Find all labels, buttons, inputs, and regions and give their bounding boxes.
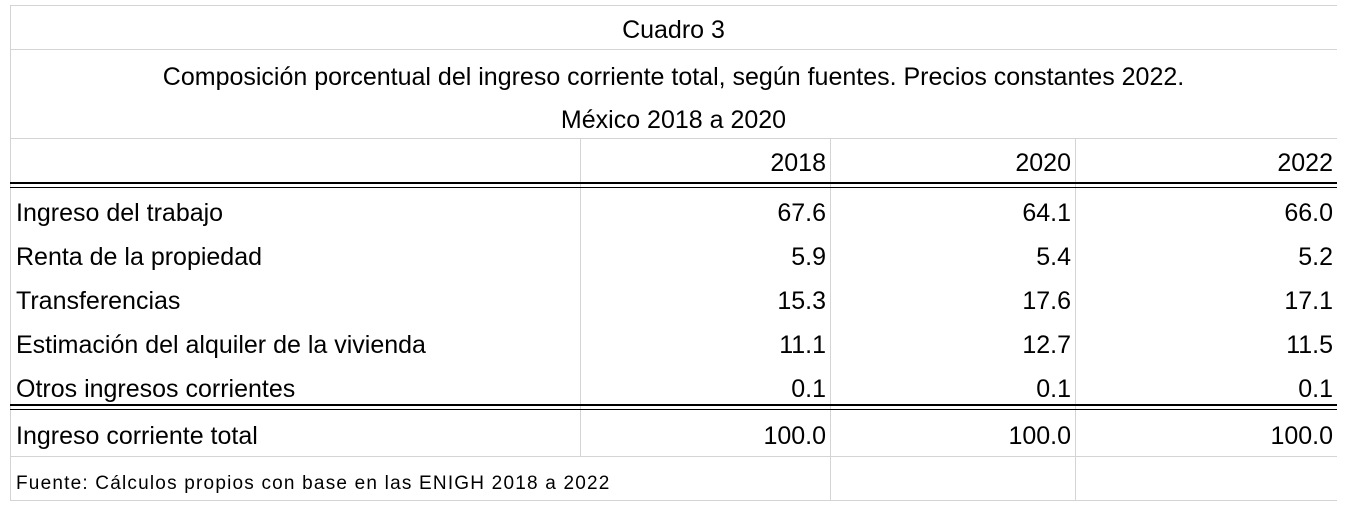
table-subtitle: México 2018 a 2020 [560,106,787,134]
value-cell: 0.1 [1036,375,1071,403]
value-cell: 5.9 [791,243,826,271]
row-label: Ingreso del trabajo [16,199,224,227]
value-cell: 64.1 [1022,199,1071,227]
source-note: Fuente: Cálculos propios con base en las… [16,473,611,494]
rule [10,182,1337,184]
value-cell: 67.6 [777,199,826,227]
rule [10,409,1337,410]
value-cell: 5.4 [1036,243,1071,271]
grid-line [830,139,831,501]
row-label: Transferencias [16,287,181,315]
grid-line [1075,139,1076,501]
column-header: 2018 [770,149,826,177]
grid-line [10,5,11,501]
total-value: 100.0 [763,422,826,450]
value-cell: 0.1 [1298,375,1333,403]
table-title: Cuadro 3 [622,16,725,44]
value-cell: 5.2 [1298,243,1333,271]
row-label: Renta de la propiedad [16,243,263,271]
value-cell: 17.6 [1022,287,1071,315]
grid-line [10,500,1337,501]
value-cell: 12.7 [1022,331,1071,359]
value-cell: 11.5 [1286,331,1333,359]
grid-line [580,139,581,457]
value-cell: 17.1 [1284,287,1333,315]
rule [10,404,1337,406]
grid-line [10,456,1337,457]
value-cell: 15.3 [777,287,826,315]
rule [10,187,1337,188]
row-label: Otros ingresos corrientes [16,375,296,403]
column-header: 2020 [1015,149,1071,177]
row-label: Estimación del alquiler de la vivienda [16,331,426,359]
column-header: 2022 [1277,149,1333,177]
value-cell: 66.0 [1284,199,1333,227]
total-value: 100.0 [1270,422,1333,450]
grid-line [10,49,1337,50]
grid-line [10,138,1337,139]
total-label: Ingreso corriente total [16,422,258,450]
value-cell: 11.1 [779,331,826,359]
table-subtitle: Composición porcentual del ingreso corri… [162,63,1185,91]
grid-line [10,5,1337,6]
total-value: 100.0 [1008,422,1071,450]
value-cell: 0.1 [791,375,826,403]
